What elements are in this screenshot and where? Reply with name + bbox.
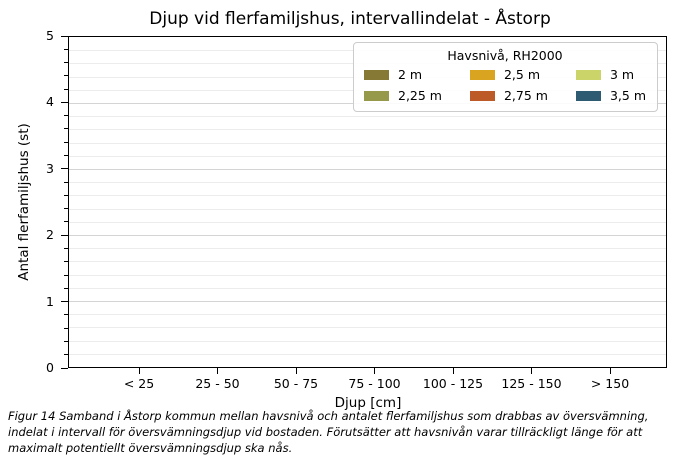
y-tick	[61, 301, 68, 303]
x-tick-label: 25 - 50	[195, 376, 240, 391]
minor-gridline	[69, 274, 666, 276]
y-minor-tick	[64, 194, 68, 196]
x-tick-label: 100 - 125	[422, 376, 484, 391]
minor-gridline	[69, 353, 666, 355]
y-tick-label: 0	[46, 360, 54, 375]
y-tick	[61, 101, 68, 103]
y-minor-tick	[64, 340, 68, 342]
y-tick-label: 4	[46, 94, 54, 110]
legend-item: 3 m	[575, 67, 646, 82]
y-minor-tick	[64, 128, 68, 130]
minor-gridline	[69, 142, 666, 144]
x-axis-label: Djup [cm]	[334, 395, 402, 411]
legend: Havsnivå, RH2000 2 m 2,25 m 2,5 m 2,75 m 3 m…	[353, 42, 658, 112]
legend-item-label: 2 m	[398, 67, 423, 82]
y-minor-tick	[64, 181, 68, 183]
y-minor-tick	[64, 155, 68, 157]
legend-title: Havsnivå, RH2000	[447, 48, 563, 63]
major-gridline	[69, 301, 666, 302]
x-tick	[609, 368, 611, 374]
legend-swatch	[469, 69, 495, 80]
x-tick	[374, 368, 375, 374]
x-tick	[217, 368, 218, 374]
legend-item-label: 3,5 m	[609, 88, 646, 103]
y-minor-tick	[64, 327, 68, 329]
y-minor-tick	[64, 115, 68, 117]
legend-item-label: 2,5 m	[503, 67, 541, 82]
y-minor-tick	[64, 247, 68, 249]
x-tick	[531, 368, 532, 374]
x-tick	[452, 368, 454, 374]
chart-title: Djup vid flerfamiljshus, intervallindela…	[149, 9, 551, 29]
y-tick-label: 2	[46, 227, 54, 243]
legend-item: 3,5 m	[575, 88, 646, 103]
minor-gridline	[69, 182, 666, 184]
y-minor-tick	[64, 274, 68, 276]
y-minor-tick	[64, 354, 68, 356]
legend-items: 2 m 2,25 m 2,5 m 2,75 m 3 m 3,5 m	[364, 67, 646, 103]
minor-gridline	[69, 261, 666, 263]
legend-swatch	[575, 69, 601, 80]
y-tick-label: 1	[46, 293, 54, 309]
legend-swatch	[364, 90, 389, 101]
x-tick	[138, 368, 140, 374]
minor-gridline	[69, 195, 666, 197]
y-minor-tick	[64, 314, 68, 316]
legend-item: 2,25 m	[364, 88, 442, 103]
y-minor-tick	[64, 75, 68, 77]
y-minor-tick	[64, 208, 68, 210]
legend-item-label: 2,75 m	[503, 88, 548, 103]
y-minor-tick	[64, 287, 68, 289]
legend-swatch	[364, 69, 389, 80]
x-tick-label: 125 - 150	[501, 376, 562, 391]
legend-item: 2,75 m	[469, 88, 548, 103]
legend-swatch	[575, 90, 601, 101]
y-minor-tick	[64, 261, 68, 263]
minor-gridline	[69, 221, 666, 223]
x-tick	[295, 368, 297, 374]
major-gridline	[69, 169, 666, 170]
y-tick	[61, 367, 68, 369]
minor-gridline	[69, 287, 666, 289]
y-tick-label: 3	[46, 160, 54, 176]
y-tick	[61, 35, 68, 37]
legend-item-label: 2,25 m	[398, 88, 442, 103]
y-minor-tick	[64, 221, 68, 223]
minor-gridline	[69, 248, 666, 250]
x-tick-label: < 25	[123, 376, 155, 391]
minor-gridline	[69, 129, 666, 131]
legend-item: 2,5 m	[469, 67, 548, 82]
minor-gridline	[69, 155, 666, 157]
minor-gridline	[69, 340, 666, 342]
legend-swatch	[469, 90, 495, 101]
minor-gridline	[69, 327, 666, 329]
legend-item-label: 3 m	[609, 67, 635, 82]
y-minor-tick	[64, 88, 68, 90]
x-tick-label: 75 - 100	[348, 376, 401, 391]
legend-item: 2 m	[364, 67, 442, 82]
major-gridline	[69, 235, 666, 236]
figure-caption: Figur 14 Samband i Åstorp kommun mellan …	[8, 409, 649, 456]
y-tick	[61, 168, 68, 170]
y-axis-label: Antal flerfamiljshus (st)	[16, 123, 32, 281]
y-tick	[61, 234, 68, 236]
minor-gridline	[69, 116, 666, 118]
x-tick-label: 50 - 75	[273, 376, 319, 391]
plot-area: Havsnivå, RH2000 2 m 2,25 m 2,5 m 2,75 m 3 m…	[68, 36, 667, 368]
minor-gridline	[69, 314, 666, 316]
y-minor-tick	[64, 48, 68, 50]
minor-gridline	[69, 208, 666, 210]
y-minor-tick	[64, 62, 68, 64]
y-minor-tick	[64, 141, 68, 143]
y-tick-label: 5	[46, 28, 54, 43]
x-tick-label: > 150	[590, 376, 630, 391]
